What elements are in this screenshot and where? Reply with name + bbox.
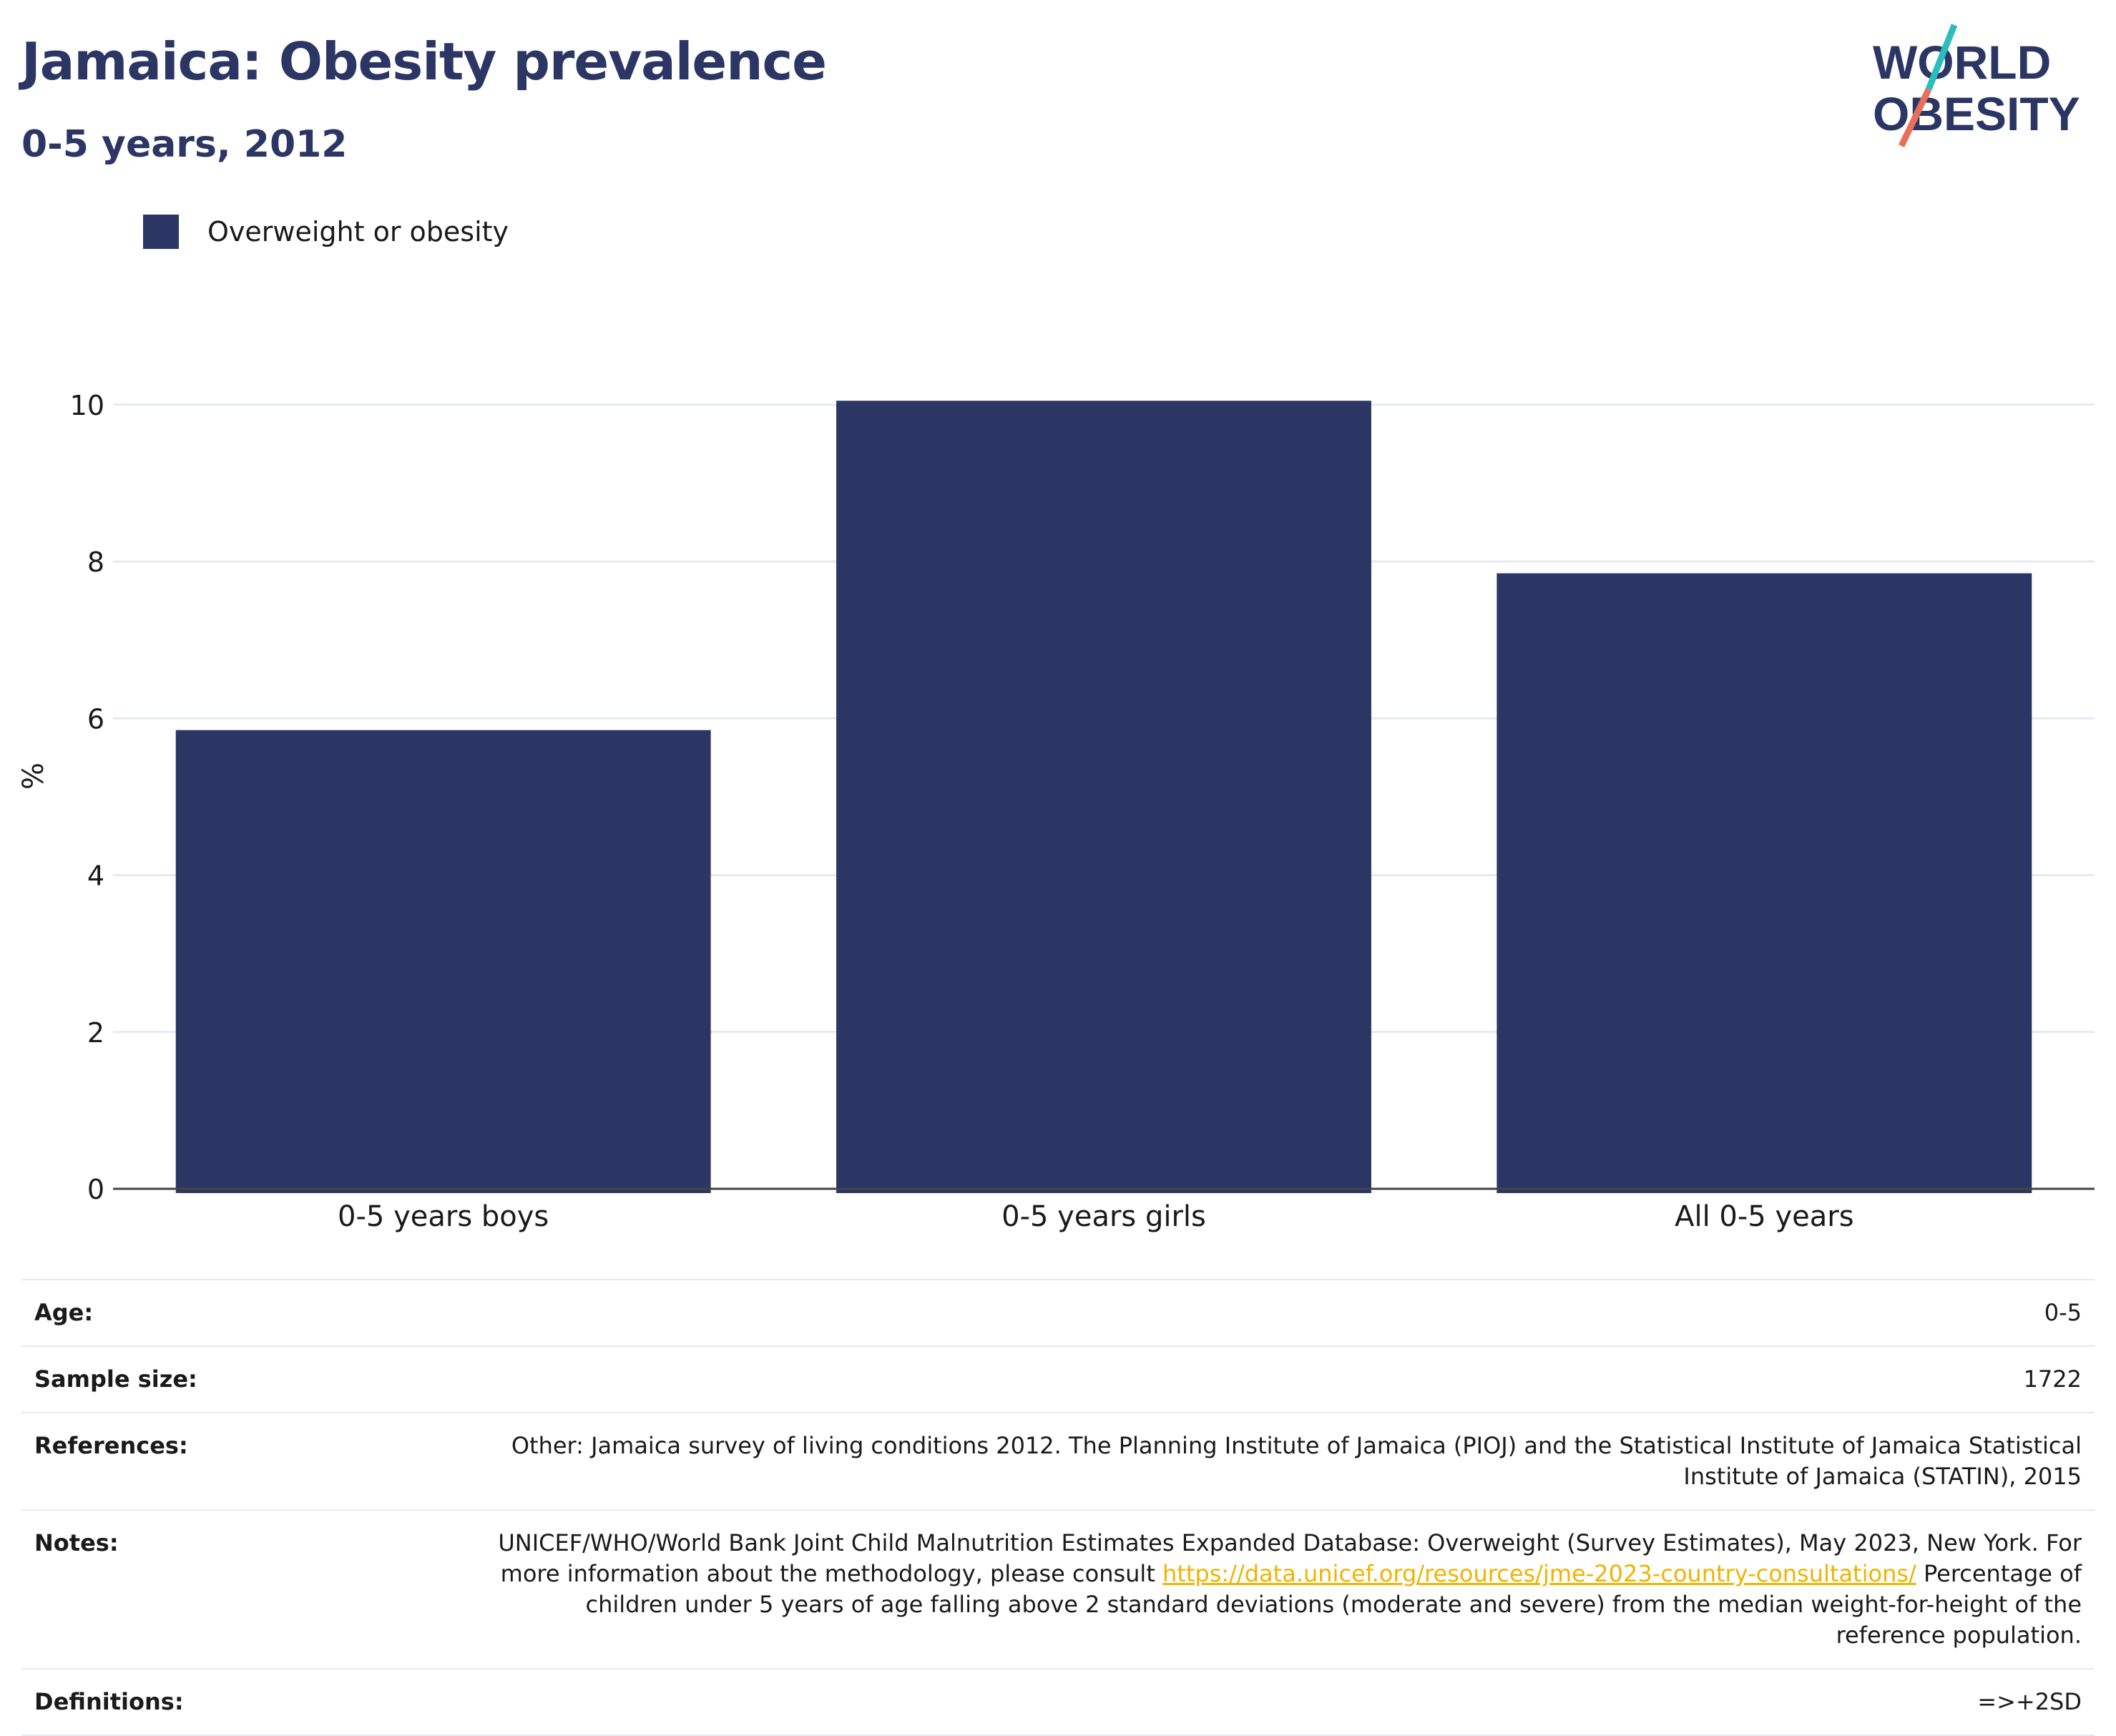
info-row-notes: Notes: UNICEF/WHO/World Bank Joint Child… [21, 1509, 2095, 1669]
notes-label: Notes: [21, 1509, 476, 1669]
x-tick-label: 0-5 years boys [338, 1200, 549, 1233]
references-value: Other: Jamaica survey of living conditio… [476, 1412, 2095, 1510]
notes-text-before: UNICEF/WHO/World Bank Joint Child Malnut… [498, 1529, 2082, 1587]
sample-size-value: 1722 [476, 1345, 2095, 1413]
bar-chart: 0 2 4 6 8 10 0-5 years boys 0-5 years girls All … [17, 390, 2095, 1233]
references-label: References: [21, 1412, 476, 1510]
chart-title: Jamaica: Obesity prevalence [21, 31, 827, 92]
y-tick-label: 4 [87, 860, 104, 892]
info-row-definitions: Definitions: =>+2SD [21, 1668, 2095, 1736]
logo-slash-coral [1898, 88, 1932, 147]
y-tick-label: 2 [87, 1017, 104, 1049]
y-axis-label: % [17, 762, 50, 790]
logo-text-obesity: OBESITY [1873, 87, 2080, 140]
x-tick-label: 0-5 years girls [1001, 1200, 1206, 1233]
age-label: Age: [21, 1279, 476, 1346]
logo-text-world: WORLD [1873, 36, 2051, 89]
notes-text-after: Percentage of children under 5 years of … [585, 1560, 2082, 1649]
definitions-value: =>+2SD [476, 1668, 2095, 1736]
legend[interactable]: Overweight or obesity [143, 215, 509, 249]
chart-subtitle: 0-5 years, 2012 [21, 123, 348, 166]
age-value: 0-5 [476, 1279, 2095, 1346]
y-tick-label: 8 [87, 546, 104, 578]
info-row-age: Age: 0-5 [21, 1279, 2095, 1346]
bar [836, 401, 1371, 1193]
y-tick-label: 10 [70, 390, 104, 421]
notes-value: UNICEF/WHO/World Bank Joint Child Malnut… [476, 1509, 2095, 1669]
sample-size-label: Sample size: [21, 1345, 476, 1413]
world-obesity-logo: WORLD OBESITY [1873, 24, 2080, 147]
legend-label: Overweight or obesity [207, 216, 509, 247]
methodology-link[interactable]: https://data.unicef.org/resources/jme-20… [1162, 1560, 1916, 1587]
y-tick-label: 0 [87, 1174, 104, 1205]
info-row-references: References: Other: Jamaica survey of liv… [21, 1412, 2095, 1510]
info-row-sample-size: Sample size: 1722 [21, 1345, 2095, 1413]
logo-slash-teal [1925, 24, 1958, 91]
definitions-label: Definitions: [21, 1668, 476, 1736]
bar [175, 730, 711, 1193]
bar [1497, 573, 2032, 1193]
info-table: Age: 0-5 Sample size: 1722 References: O… [21, 1279, 2095, 1736]
x-tick-label: All 0-5 years [1675, 1200, 1853, 1233]
legend-swatch [143, 215, 179, 249]
y-tick-label: 6 [87, 703, 104, 735]
